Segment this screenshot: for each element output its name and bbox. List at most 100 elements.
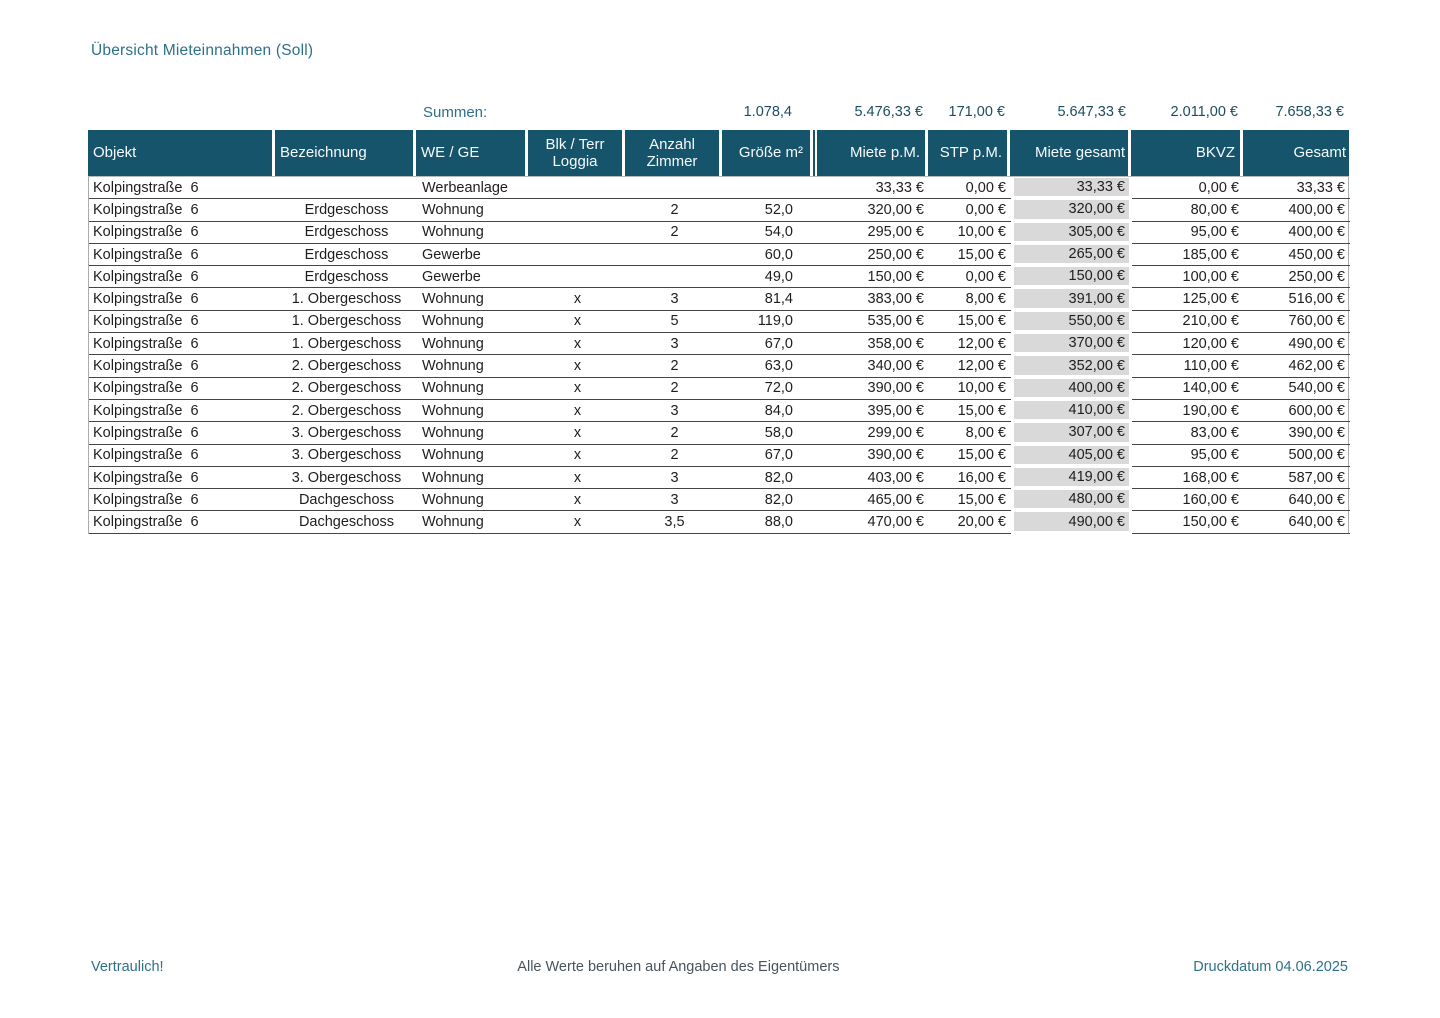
cell-column-divider	[813, 422, 818, 445]
cell-groesse: 67,0	[723, 333, 813, 356]
sums-label: Summen:	[423, 103, 488, 121]
cell-gesamt: 490,00 €	[1244, 333, 1350, 356]
cell-blk-terr-loggia	[529, 222, 626, 244]
cell-groesse: 52,0	[723, 199, 813, 222]
cell-gesamt: 640,00 €	[1244, 511, 1350, 534]
cell-stp-pm: 12,00 €	[929, 355, 1011, 378]
cell-miete-gesamt: 305,00 €	[1011, 222, 1132, 244]
cell-bezeichnung: 2. Obergeschoss	[276, 378, 417, 400]
cell-bkvz: 190,00 €	[1132, 400, 1244, 423]
cell-stp-pm: 8,00 €	[929, 422, 1011, 445]
cell-groesse: 72,0	[723, 378, 813, 400]
cell-bkvz: 185,00 €	[1132, 244, 1244, 267]
cell-gesamt: 600,00 €	[1244, 400, 1350, 423]
cell-bkvz: 120,00 €	[1132, 333, 1244, 356]
sums-spacer-objekt	[88, 100, 275, 124]
cell-column-divider	[813, 177, 818, 200]
cell-miete-gesamt: 320,00 €	[1011, 199, 1132, 221]
cell-miete-gesamt: 352,00 €	[1011, 355, 1132, 377]
cell-bezeichnung: 2. Obergeschoss	[276, 355, 417, 378]
cell-miete-gesamt: 391,00 €	[1011, 288, 1132, 310]
cell-miete-pm: 390,00 €	[818, 378, 929, 400]
cell-bezeichnung: 3. Obergeschoss	[276, 445, 417, 467]
cell-stp-pm: 15,00 €	[929, 311, 1011, 334]
cell-bkvz: 100,00 €	[1132, 266, 1244, 289]
cell-miete-pm: 390,00 €	[818, 445, 929, 467]
cell-blk-terr-loggia: x	[529, 511, 626, 534]
cell-blk-terr-loggia: x	[529, 445, 626, 467]
cell-miete-pm: 403,00 €	[818, 467, 929, 490]
cell-stp-pm: 15,00 €	[929, 445, 1011, 467]
cell-gesamt: 450,00 €	[1244, 244, 1350, 267]
cell-blk-terr-loggia: x	[529, 355, 626, 378]
cell-we-ge: Wohnung	[417, 445, 529, 467]
cell-bezeichnung: 3. Obergeschoss	[276, 422, 417, 445]
cell-gesamt: 400,00 €	[1244, 222, 1350, 244]
cell-objekt: Kolpingstraße 6	[89, 511, 276, 534]
cell-bezeichnung: Erdgeschoss	[276, 222, 417, 244]
cell-gesamt: 500,00 €	[1244, 445, 1350, 467]
cell-groesse: 60,0	[723, 244, 813, 267]
cell-groesse: 82,0	[723, 489, 813, 512]
cell-objekt: Kolpingstraße 6	[89, 199, 276, 222]
cell-miete-pm: 535,00 €	[818, 311, 929, 334]
cell-stp-pm: 15,00 €	[929, 244, 1011, 267]
cell-column-divider	[813, 333, 818, 356]
table-row: Kolpingstraße 6 Erdgeschoss Gewerbe 60,0…	[89, 244, 1350, 267]
cell-we-ge: Wohnung	[417, 199, 529, 222]
cell-objekt: Kolpingstraße 6	[89, 355, 276, 378]
sums-spacer-bezeichnung	[275, 100, 416, 124]
cell-column-divider	[813, 244, 818, 267]
sums-row: Summen: 1.078,4 5.476,33 € 171,00 € 5.64…	[88, 100, 1349, 124]
cell-column-divider	[813, 467, 818, 490]
sums-spacer-blk	[528, 100, 625, 124]
cell-column-divider	[813, 288, 818, 311]
cell-stp-pm: 8,00 €	[929, 288, 1011, 311]
cell-miete-pm: 33,33 €	[818, 177, 929, 200]
cell-stp-pm: 0,00 €	[929, 177, 1011, 200]
cell-miete-gesamt: 480,00 €	[1011, 489, 1132, 511]
cell-miete-pm: 340,00 €	[818, 355, 929, 378]
table-row: Kolpingstraße 6 Erdgeschoss Wohnung 2 52…	[89, 199, 1350, 222]
cell-gesamt: 33,33 €	[1244, 177, 1350, 200]
cell-miete-pm: 250,00 €	[818, 244, 929, 267]
cell-bkvz: 83,00 €	[1132, 422, 1244, 445]
cell-bezeichnung: 1. Obergeschoss	[276, 288, 417, 311]
cell-gesamt: 587,00 €	[1244, 467, 1350, 490]
cell-column-divider	[813, 400, 818, 423]
cell-bezeichnung: Erdgeschoss	[276, 266, 417, 289]
cell-bkvz: 150,00 €	[1132, 511, 1244, 534]
miete-gesamt-chip: 405,00 €	[1014, 445, 1129, 464]
cell-we-ge: Gewerbe	[417, 266, 529, 289]
cell-we-ge: Wohnung	[417, 333, 529, 356]
table-row: Kolpingstraße 6 1. Obergeschoss Wohnung …	[89, 333, 1350, 356]
cell-miete-gesamt: 410,00 €	[1011, 400, 1132, 422]
cell-bkvz: 160,00 €	[1132, 489, 1244, 512]
cell-anzahl-zimmer: 2	[626, 355, 723, 378]
cell-miete-pm: 470,00 €	[818, 511, 929, 534]
column-header-blk-terr-loggia: Blk / Terr Loggia	[528, 130, 625, 176]
miete-gesamt-chip: 33,33 €	[1014, 178, 1129, 197]
cell-groesse: 84,0	[723, 400, 813, 423]
page-footer: Vertraulich! Alle Werte beruhen auf Anga…	[91, 959, 1348, 975]
miete-gesamt-chip: 410,00 €	[1014, 400, 1129, 420]
cell-groesse: 119,0	[723, 311, 813, 334]
footer-disclaimer: Alle Werte beruhen auf Angaben des Eigen…	[517, 959, 840, 975]
cell-we-ge: Wohnung	[417, 378, 529, 400]
header-column-divider	[812, 130, 817, 176]
cell-miete-gesamt: 307,00 €	[1011, 422, 1132, 444]
miete-gesamt-chip: 550,00 €	[1014, 311, 1129, 331]
cell-bezeichnung: 3. Obergeschoss	[276, 467, 417, 490]
cell-column-divider	[813, 445, 818, 467]
cell-blk-terr-loggia: x	[529, 333, 626, 356]
table-row: Kolpingstraße 6 Werbeanlage 33,33 € 0,00…	[89, 177, 1350, 200]
cell-column-divider	[813, 355, 818, 378]
cell-gesamt: 462,00 €	[1244, 355, 1350, 378]
cell-bkvz: 210,00 €	[1132, 311, 1244, 334]
cell-bezeichnung: 1. Obergeschoss	[276, 333, 417, 356]
cell-blk-terr-loggia	[529, 199, 626, 222]
table-row: Kolpingstraße 6 2. Obergeschoss Wohnung …	[89, 400, 1350, 423]
cell-groesse: 82,0	[723, 467, 813, 490]
cell-miete-pm: 150,00 €	[818, 266, 929, 289]
